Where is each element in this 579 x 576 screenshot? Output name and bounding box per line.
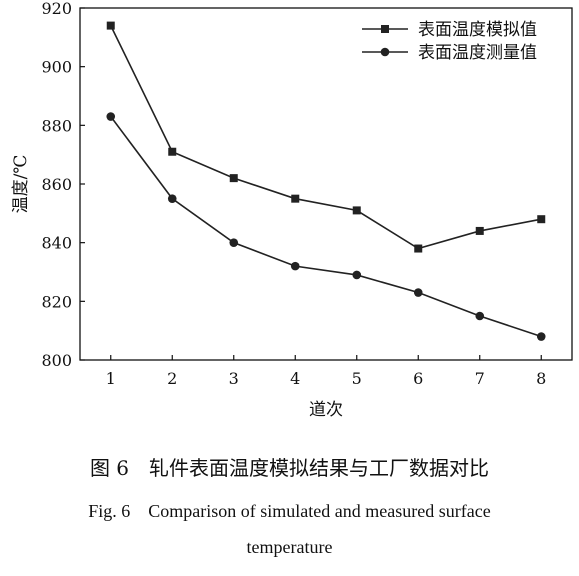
x-tick-label: 7: [475, 369, 485, 388]
y-tick-label: 800: [41, 351, 72, 370]
y-tick-label: 820: [41, 292, 72, 311]
chart-container: 800 820 840 860 880 900 920 1 2 3 4 5 6 7 8 道次 温度/℃ 表面温度模…: [11, 0, 573, 420]
series-1-point: [168, 147, 177, 156]
series-1-point: [106, 21, 115, 30]
x-tick-label: 1: [106, 369, 116, 388]
y-tick-label: 900: [41, 58, 72, 77]
y-axis-title: 温度/℃: [11, 155, 31, 214]
x-tick-label: 3: [229, 369, 239, 388]
figure-caption-english-line1: Fig. 6 Comparison of simulated and measu…: [88, 501, 491, 521]
series-2-point: [106, 112, 116, 121]
figure-caption-english-line2: temperature: [246, 537, 333, 557]
line-chart: 800 820 840 860 880 900 920 1 2 3 4 5 6 7 8 道次 温度/℃ 表面温度模…: [11, 0, 573, 420]
series-1-point: [291, 194, 300, 203]
y-tick-label: 880: [41, 116, 72, 135]
series-1-point: [475, 226, 484, 235]
series-1-point: [414, 244, 423, 253]
x-tick-label: 2: [167, 369, 177, 388]
x-tick-label: 4: [290, 369, 300, 388]
figure-caption-chinese: 图 6 轧件表面温度模拟结果与工厂数据对比: [89, 456, 490, 480]
legend-label-1: 表面温度模拟值: [418, 20, 537, 40]
series-2-point: [290, 261, 300, 271]
x-tick-label: 5: [352, 369, 362, 388]
y-tick-label: 860: [41, 175, 72, 194]
y-tick-label: 840: [41, 234, 72, 253]
series-line-1: [110, 25, 542, 250]
legend-marker-square: [381, 25, 389, 33]
series-1-point: [537, 215, 546, 224]
series-line-2: [110, 116, 542, 338]
series-1-point: [229, 174, 238, 183]
x-tick-label: 8: [536, 369, 546, 388]
x-tick-label: 6: [413, 369, 423, 388]
series-2-point: [536, 332, 546, 341]
series-1-point: [352, 206, 361, 215]
series-2-point: [229, 238, 239, 247]
series-2-point: [352, 270, 362, 280]
series-2-point: [167, 194, 177, 203]
legend-marker-circle: [380, 47, 390, 57]
legend-label-2: 表面温度测量值: [418, 43, 537, 63]
series-2-point: [413, 288, 423, 297]
series-2-point: [475, 311, 485, 321]
y-tick-label: 920: [41, 0, 72, 18]
x-axis-title: 道次: [309, 400, 343, 420]
